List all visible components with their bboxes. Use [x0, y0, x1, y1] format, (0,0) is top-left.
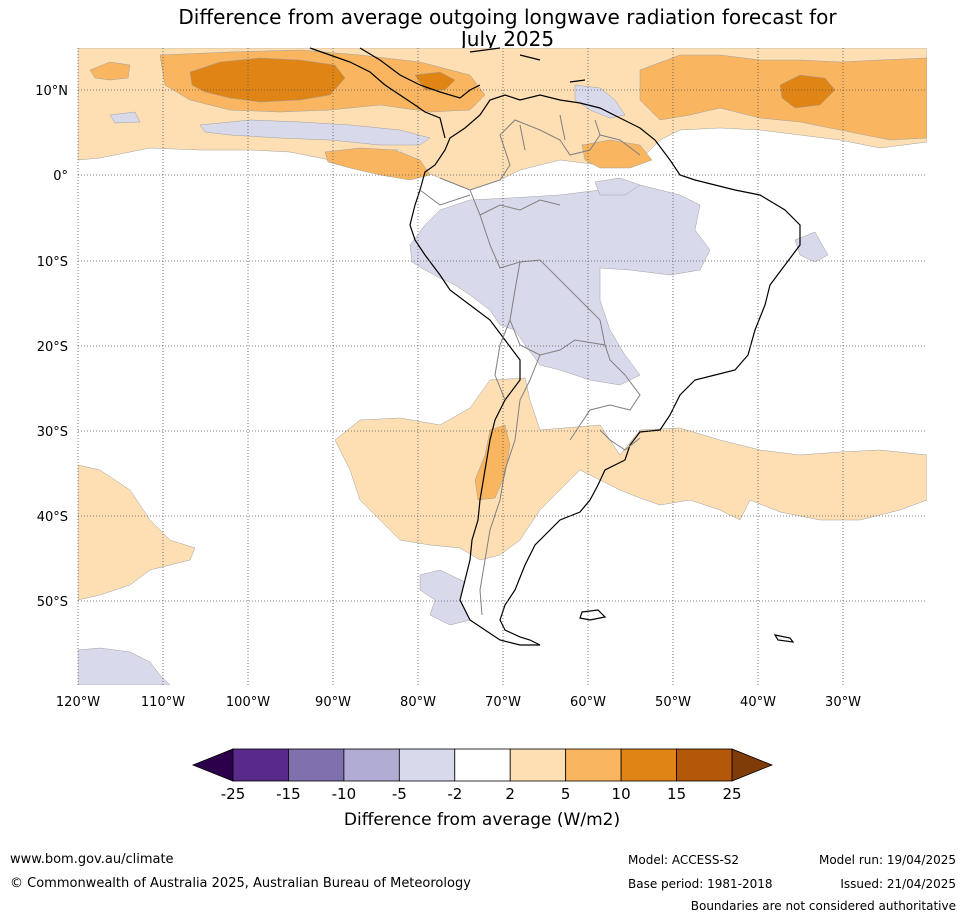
colorbar-tick-label: 25 [722, 785, 741, 803]
cool-region-small-pacific [109, 111, 141, 124]
colorbar-over-arrow [731, 748, 774, 782]
anomaly-shading [78, 48, 927, 685]
south-georgia-coastline [773, 634, 795, 643]
strong-warm-atlantic [779, 74, 836, 109]
moderate-warm-panama [324, 147, 431, 181]
coastlines [309, 47, 801, 646]
colorbar-segment [343, 748, 400, 782]
colorbar-tick-label: -2 [447, 785, 462, 803]
issued-info: Issued: 21/04/2025 [840, 877, 956, 891]
lon-label: 40°W [740, 695, 776, 710]
warm-region-southern-south-america [334, 377, 927, 561]
lat-label: 10°N [35, 84, 68, 99]
colorbar-segment [509, 748, 567, 782]
copyright-text: © Commonwealth of Australia 2025, Austra… [10, 876, 471, 891]
moderate-warm-andes [474, 424, 511, 501]
map-title-line-1: Difference from average outgoing longwav… [178, 5, 837, 29]
colorbar-segment [288, 748, 345, 782]
latitude-labels: 10°N 0° 10°S 20°S 30°S 40°S 50°S [35, 84, 68, 610]
cool-region-south-pacific [78, 647, 171, 685]
cool-region-patagonia [419, 569, 471, 626]
lon-label: 50°W [655, 695, 691, 710]
lon-label: 60°W [570, 695, 606, 710]
model-run-info: Model run: 19/04/2025 [818, 853, 956, 867]
strong-warm-caribbean [414, 71, 456, 91]
website-link[interactable]: www.bom.gov.au/climate [10, 852, 174, 867]
colorbar-segment [398, 748, 456, 782]
cool-region-amazon-mouth [594, 177, 641, 196]
colorbar-tick-label: 10 [612, 785, 631, 803]
cool-region-equatorial-pacific [199, 119, 431, 146]
moderate-warm-guiana [581, 139, 653, 169]
warm-region-south-pacific [78, 464, 196, 601]
lat-label: 10°S [37, 255, 68, 270]
lon-label: 70°W [485, 695, 521, 710]
colorbar-tick-label: 2 [505, 785, 515, 803]
colorbar-segment [454, 748, 511, 782]
lat-label: 40°S [37, 510, 68, 525]
colorbar-segment [232, 748, 289, 782]
colorbar-tick-label: 5 [561, 785, 571, 803]
cool-region-east-brazil [794, 231, 829, 263]
colorbar-under-arrow [191, 748, 234, 782]
lon-label: 90°W [315, 695, 351, 710]
lat-label: 30°S [37, 425, 68, 440]
colorbar-tick-label: -5 [392, 785, 407, 803]
caribbean-islands [469, 47, 586, 83]
lat-label: 20°S [37, 340, 68, 355]
lon-label: 80°W [400, 695, 436, 710]
colorbar-segment [620, 748, 677, 782]
central-america-coastline [309, 47, 481, 139]
map-title-line-2: July 2025 [460, 27, 555, 51]
falklands-coastline [579, 609, 607, 621]
base-period-info: Base period: 1981-2018 [628, 877, 773, 891]
longitude-labels: 120°W 110°W 100°W 90°W 80°W 70°W 60°W 50… [56, 695, 861, 710]
country-borders [419, 114, 641, 616]
south-america-coastline [409, 94, 801, 646]
disclaimer-text: Boundaries are not considered authoritat… [690, 899, 956, 913]
colorbar: -25 -15 -10 -5 -2 2 5 10 15 25 Differenc… [191, 748, 774, 830]
model-info: Model: ACCESS-S2 [628, 853, 740, 867]
lon-label: 100°W [226, 695, 270, 710]
colorbar-label: Difference from average (W/m2) [344, 810, 620, 830]
lon-label: 30°W [825, 695, 861, 710]
lat-label: 50°S [37, 595, 68, 610]
strong-warm-east-pacific [189, 57, 346, 103]
colorbar-tick-label: 15 [667, 785, 686, 803]
lon-label: 110°W [141, 695, 185, 710]
colorbar-tick-label: -25 [221, 785, 246, 803]
moderate-warm-upper-left [89, 61, 131, 81]
cool-region-amazon [409, 184, 711, 386]
lat-label: 0° [53, 169, 68, 184]
colorbar-tick-label: -15 [276, 785, 301, 803]
graticule [77, 48, 927, 685]
colorbar-segment [676, 748, 733, 782]
colorbar-tick-label: -10 [332, 785, 357, 803]
lon-label: 120°W [56, 695, 100, 710]
colorbar-segment [565, 748, 622, 782]
